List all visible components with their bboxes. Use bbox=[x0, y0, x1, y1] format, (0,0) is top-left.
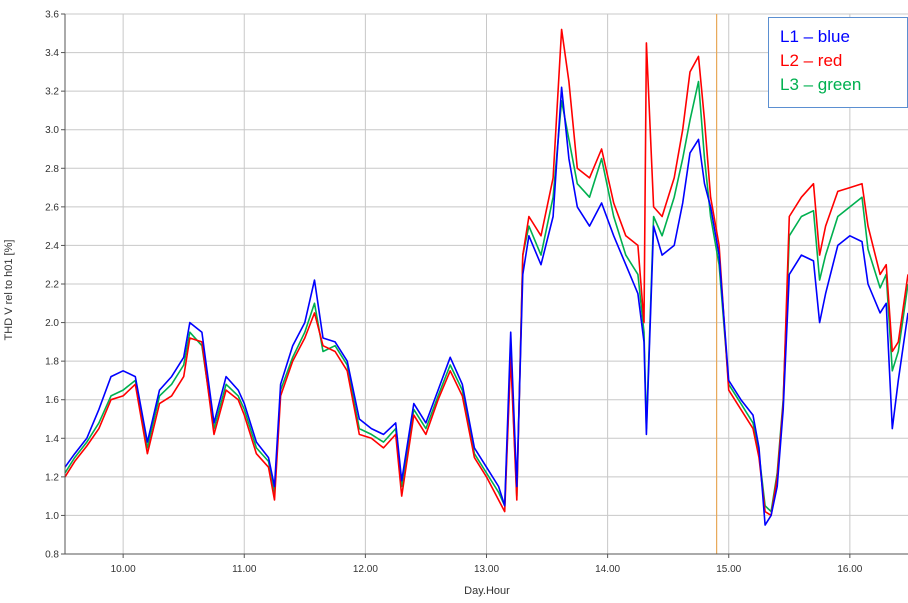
y-tick-label: 1.2 bbox=[45, 472, 59, 483]
y-tick-label: 1.4 bbox=[45, 434, 59, 445]
x-tick-label: 11.00 bbox=[232, 564, 257, 575]
x-axis-ticks: 10.00 11.00 12.00 13.00 14.00 15.00 16.00 bbox=[111, 554, 863, 575]
y-tick-label: 3.2 bbox=[45, 87, 59, 98]
x-tick-label: 15.00 bbox=[716, 564, 741, 575]
y-tick-label: 2.4 bbox=[45, 241, 59, 252]
y-tick-label: 2.8 bbox=[45, 164, 59, 175]
y-axis-ticks: 0.8 1.0 1.2 1.4 1.6 1.8 2.0 2.2 2.4 2.6 2.8 3.0 3.2 3… bbox=[45, 10, 65, 561]
y-tick-label: 0.8 bbox=[45, 550, 59, 561]
grid bbox=[65, 13, 908, 554]
y-tick-label: 3.6 bbox=[45, 10, 59, 21]
legend: L1 – blue L2 – red L3 – green bbox=[768, 17, 908, 108]
y-tick-label: 1.0 bbox=[45, 511, 59, 522]
series-group bbox=[64, 28, 908, 526]
y-axis-label: THD V rel to h01 [%] bbox=[3, 240, 15, 341]
y-tick-label: 3.0 bbox=[45, 125, 59, 136]
x-tick-label: 13.00 bbox=[474, 564, 499, 575]
legend-entry-l2: L2 – red bbox=[780, 51, 843, 70]
x-tick-label: 14.00 bbox=[595, 564, 620, 575]
y-tick-label: 2.2 bbox=[45, 280, 59, 291]
legend-entry-l3: L3 – green bbox=[780, 75, 862, 94]
y-tick-label: 2.0 bbox=[45, 318, 59, 329]
legend-entry-l1: L1 – blue bbox=[780, 27, 850, 46]
x-axis-label: Day.Hour bbox=[464, 585, 510, 597]
y-tick-label: 1.8 bbox=[45, 357, 59, 368]
x-tick-label: 16.00 bbox=[837, 564, 862, 575]
y-tick-label: 2.6 bbox=[45, 202, 59, 213]
series-line-3 bbox=[64, 86, 908, 526]
x-tick-label: 10.00 bbox=[111, 564, 136, 575]
y-tick-label: 3.4 bbox=[45, 48, 59, 59]
y-tick-label: 1.6 bbox=[45, 395, 59, 406]
x-tick-label: 12.00 bbox=[353, 564, 378, 575]
